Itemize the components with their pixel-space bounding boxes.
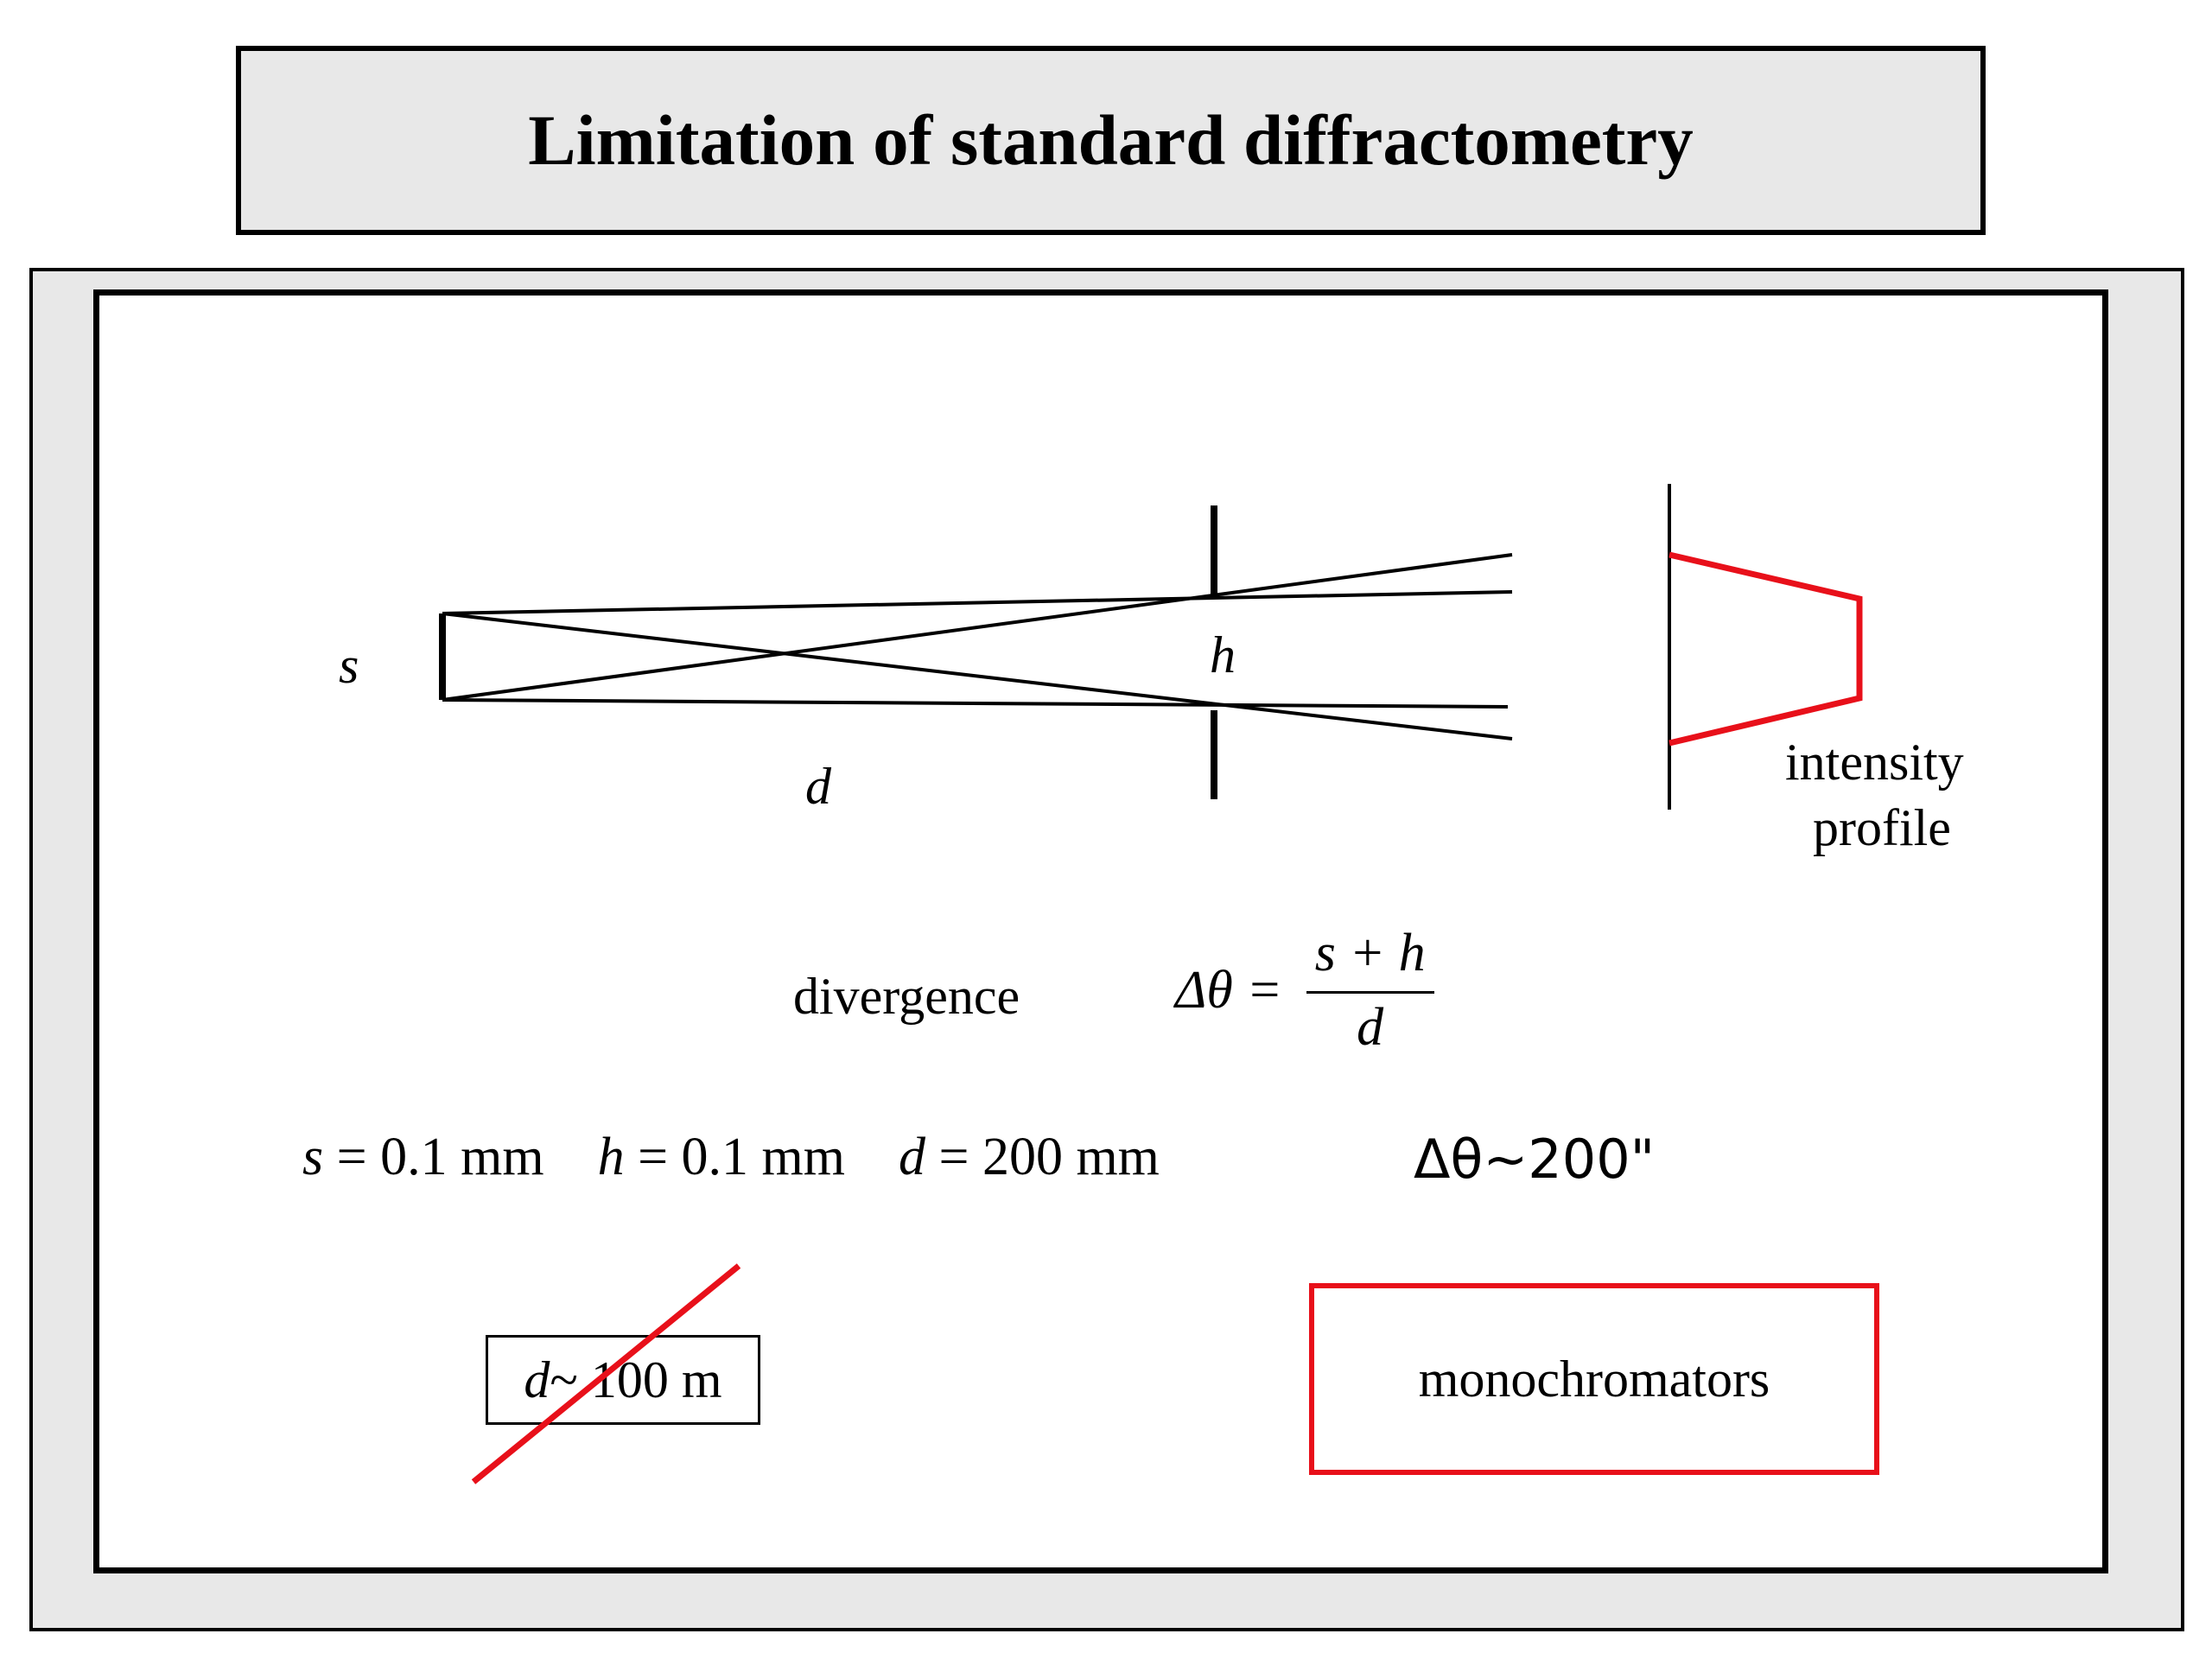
- ray-bottom-crossing: [442, 553, 1513, 702]
- param-d-var: d: [898, 1128, 925, 1186]
- monochromators-label: monochromators: [1418, 1350, 1770, 1408]
- divergence-label: divergence: [793, 968, 1020, 1025]
- intensity-profile-curve: [1669, 551, 1863, 747]
- slide-title: Limitation of standard diffractometry: [528, 100, 1694, 180]
- divergence-result: Δθ~200": [1414, 1128, 1656, 1191]
- source-size-label: s: [339, 637, 359, 694]
- divergence-formula: Δθ = s + h d: [1175, 923, 1434, 1058]
- rejected-distance-box: d ~ 100 m: [486, 1335, 760, 1425]
- ray-top-straight: [442, 590, 1513, 615]
- intensity-label-line2: profile: [1813, 799, 1951, 856]
- param-h-value: = 0.1 mm: [624, 1128, 845, 1186]
- ray-top-crossing: [442, 612, 1513, 741]
- formula-numerator: s + h: [1306, 923, 1434, 994]
- param-h-var: h: [597, 1128, 625, 1186]
- rejected-distance-var: d: [524, 1351, 550, 1408]
- param-s-value: = 0.1 mm: [323, 1128, 544, 1186]
- formula-denominator: d: [1357, 998, 1384, 1057]
- rejected-distance-value: ~ 100 m: [550, 1351, 722, 1408]
- ray-bottom-straight: [442, 698, 1509, 709]
- param-d-value: = 200 mm: [925, 1128, 1160, 1186]
- param-s-var: s: [302, 1128, 324, 1186]
- title-box: Limitation of standard diffractometry: [236, 46, 1986, 235]
- intensity-label-line1: intensity: [1785, 734, 1964, 791]
- formula-fraction: s + h d: [1306, 923, 1434, 1058]
- formula-lhs: Δθ =: [1175, 961, 1283, 1020]
- monochromators-box: monochromators: [1309, 1283, 1879, 1475]
- parameter-values: s = 0.1 mm h = 0.1 mm d = 200 mm: [302, 1130, 1160, 1184]
- distance-label: d: [805, 758, 831, 815]
- slit-width-label: h: [1210, 626, 1236, 683]
